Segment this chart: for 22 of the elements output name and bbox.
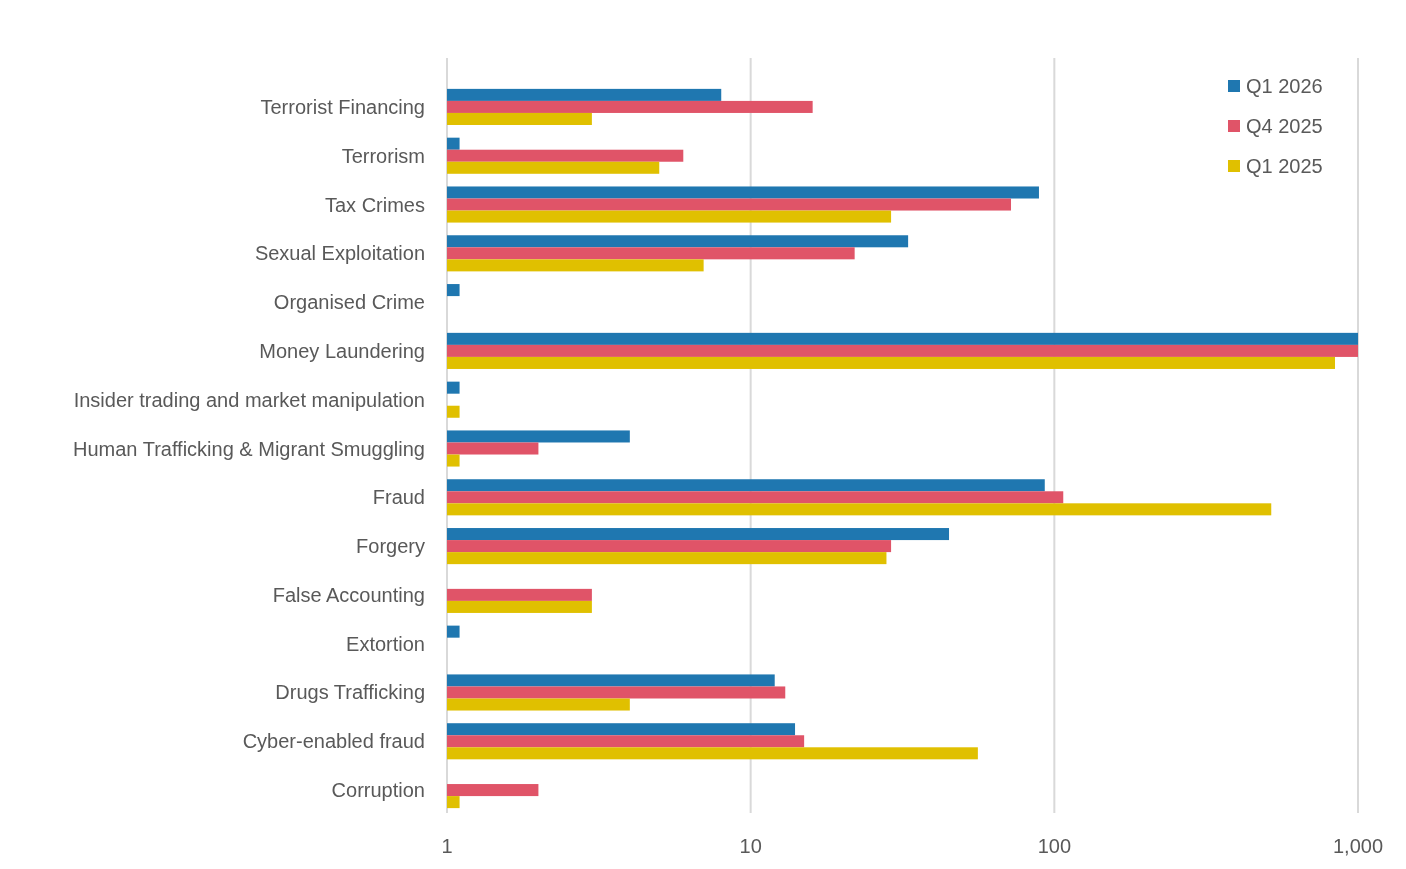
x-tick-label: 1 — [441, 835, 453, 857]
y-tick-label: Cyber-enabled fraud — [242, 730, 425, 753]
y-tick-label: Terrorism — [341, 144, 425, 167]
y-tick-label: Drugs Trafficking — [275, 681, 425, 704]
y-tick-label: Human Trafficking & Migrant Smuggling — [72, 437, 425, 460]
y-tick-label: Fraud — [372, 486, 425, 509]
y-tick-label: Terrorist Financing — [260, 95, 425, 118]
y-tick-label: Tax Crimes — [324, 193, 425, 216]
y-tick-label: Sexual Exploitation — [254, 242, 425, 265]
y-tick-label: Forgery — [356, 535, 425, 558]
legend-label: Q1 2026 — [1246, 75, 1323, 97]
y-tick-label: Organised Crime — [273, 291, 425, 314]
y-tick-label: Corruption — [331, 779, 425, 802]
x-tick-label: 10 — [739, 835, 762, 857]
y-tick-label: Money Laundering — [259, 339, 425, 362]
x-tick-label: 100 — [1037, 835, 1072, 857]
legend-label: Q1 2025 — [1246, 155, 1323, 177]
y-tick-label: Insider trading and market manipulation — [73, 388, 425, 411]
x-tick-label: 1,000 — [1332, 835, 1384, 857]
legend-label: Q4 2025 — [1246, 115, 1323, 137]
y-tick-label: Extortion — [346, 632, 425, 655]
y-tick-label: False Accounting — [272, 583, 425, 606]
